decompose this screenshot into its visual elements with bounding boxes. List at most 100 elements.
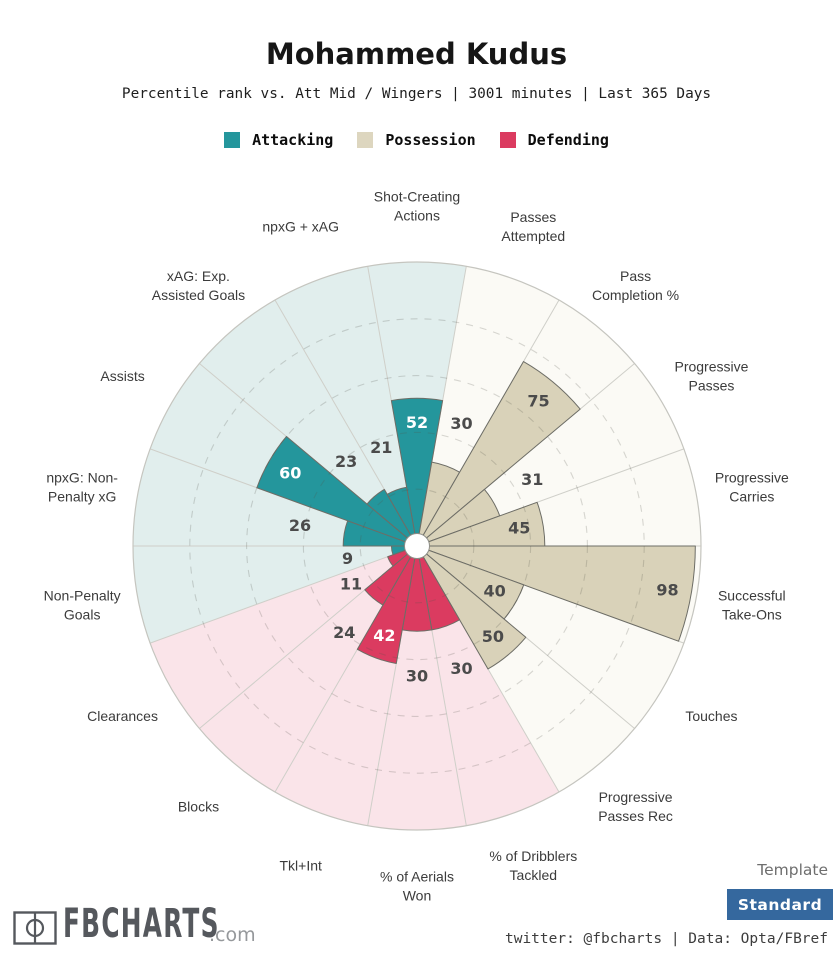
slice-label-pass-completion: Pass Completion %	[592, 268, 679, 303]
slice-wedges	[256, 361, 696, 670]
slice-label-assists: Assists	[100, 368, 144, 384]
legend-item-defending: Defending	[499, 131, 609, 149]
slice-label-line: Tackled	[510, 867, 557, 883]
slice-bg-npxg-non-penalty-xg	[133, 448, 417, 546]
slice-progressive-passes-rec	[416, 545, 527, 670]
slice-label-line: Goals	[64, 607, 101, 623]
slice-label-progressive-passes-rec: Progressive Passes Rec	[598, 789, 673, 824]
legend-label-defending: Defending	[527, 131, 609, 149]
slice-label-line: Progressive	[599, 789, 673, 805]
slice-label-line: Assisted Goals	[152, 287, 245, 303]
slice-bg-non-penalty-goals	[133, 546, 417, 644]
radial-line	[149, 545, 418, 644]
defending-swatch-icon	[499, 132, 516, 148]
slice-label-line: Won	[403, 888, 432, 904]
slice-value-clearances: 11	[340, 575, 362, 594]
slice-value-npxg-xag: 21	[370, 438, 392, 457]
grid-circles	[189, 318, 645, 774]
template-standard-button[interactable]: Standard	[727, 889, 833, 920]
slice-label-line: % of Aerials	[380, 869, 454, 885]
slice-label-line: Touches	[685, 708, 737, 724]
slice-label-shot-creating-actions: Shot-Creating Actions	[374, 189, 460, 224]
slice-value-assists: 60	[279, 463, 301, 482]
slice-label-line: Successful	[718, 588, 786, 604]
slice-label-line: Actions	[394, 208, 440, 224]
slice-label-line: Blocks	[178, 799, 219, 815]
slice-label-line: Assists	[100, 368, 144, 384]
slice-bg-blocks	[199, 546, 417, 792]
outer-circle	[132, 261, 702, 831]
slice-label-line: npxG: Non-	[46, 470, 118, 486]
football-pitch-icon	[13, 911, 57, 945]
grid-circle-40	[302, 431, 532, 661]
slice-label-line: Carries	[729, 489, 774, 505]
slice-label-line: Penalty xG	[48, 489, 116, 505]
slice-label-line: Passes Rec	[598, 808, 673, 824]
slice-label-line: Passes	[688, 378, 734, 394]
slice-value-progressive-passes-rec: 50	[482, 627, 504, 646]
legend-item-attacking: Attacking	[224, 132, 333, 148]
center-hole	[404, 533, 430, 559]
slice-npxg-xag	[386, 486, 418, 547]
slice-label-xag-exp-assisted-goals: xAG: Exp. Assisted Goals	[152, 268, 245, 303]
slice-label-line: Passes	[510, 209, 556, 225]
slice-value-progressive-carries: 45	[508, 518, 530, 537]
chart-legend: Attacking Possession Defending	[0, 132, 833, 148]
slice-value-xag-exp-assisted-goals: 23	[335, 452, 357, 471]
pizza-chart: 52 307531459840503030422411926602321Shot-…	[44, 189, 789, 904]
slice-blocks	[364, 545, 418, 606]
slice-shot-creating-actions	[390, 397, 444, 547]
slice-value-of-dribblers-tackled: 30	[450, 659, 472, 678]
slice-label-blocks: Blocks	[178, 799, 219, 815]
slice-value-of-aerials-won: 30	[406, 667, 428, 686]
slice-label-npxg-non-penalty-xg: npxG: Non- Penalty xG	[46, 470, 118, 505]
slice-label-line: Non-Penalty	[44, 588, 121, 604]
slice-value-tkl-int: 42	[373, 626, 395, 645]
slice-bg-of-aerials-won	[367, 546, 467, 831]
slice-label-touches: Touches	[685, 708, 737, 724]
legend-item-possession: Possession	[357, 132, 476, 148]
page-title: Mohammed Kudus	[265, 37, 568, 71]
slice-label-of-dribblers-tackled: % of Dribblers Tackled	[489, 848, 577, 883]
slice-tkl-int	[356, 545, 418, 664]
slice-successful-take-ons	[416, 545, 696, 642]
slice-label-passes-attempted: Passes Attempted	[501, 209, 565, 244]
fbcharts-logo: FBCHARTS .com	[13, 903, 293, 953]
outer-ring	[132, 261, 702, 831]
slice-label-progressive-passes: Progressive Passes	[674, 359, 748, 394]
slice-value-npxg-non-penalty-xg: 26	[289, 516, 311, 535]
slice-value-successful-take-ons: 98	[656, 581, 678, 600]
slice-label-of-aerials-won: % of Aerials Won	[380, 869, 454, 904]
slice-label-line: Pass	[620, 268, 651, 284]
slice-pass-completion	[416, 361, 581, 547]
slice-value-blocks: 24	[333, 623, 355, 642]
slice-label-line: Completion %	[592, 287, 679, 303]
logo-domain-suffix: .com	[209, 924, 256, 946]
slice-label-line: Clearances	[87, 708, 158, 724]
slice-value-progressive-passes: 31	[521, 470, 543, 489]
slice-label-line: Shot-Creating	[374, 189, 460, 205]
slice-label-npxg-xag: npxG + xAG	[262, 219, 339, 235]
slice-value-passes-attempted: 30	[450, 414, 472, 433]
slice-label-line: Progressive	[674, 359, 748, 375]
slice-xag-exp-assisted-goals	[366, 488, 418, 547]
logo-wordmark: FBCHARTS	[63, 901, 220, 947]
attacking-swatch-icon	[224, 132, 241, 148]
template-label: Template	[757, 861, 828, 879]
slice-label-successful-take-ons: Successful Take-Ons	[718, 588, 786, 623]
legend-label-attacking: Attacking	[252, 131, 334, 149]
grid-circle-60	[246, 375, 588, 717]
grid-circle-80	[189, 318, 645, 774]
slice-value-non-penalty-goals: 9	[342, 549, 353, 568]
slice-label-non-penalty-goals: Non-Penalty Goals	[44, 588, 121, 623]
grid-circle-20	[359, 488, 475, 604]
credit-line: twitter: @fbcharts | Data: Opta/FBref	[504, 931, 828, 947]
slice-value-shot-creating-actions: 52	[406, 413, 428, 432]
slice-value-touches: 40	[483, 581, 505, 600]
slice-label-line: Take-Ons	[722, 607, 782, 623]
slice-label-line: npxG + xAG	[262, 219, 339, 235]
slice-bg-npxg-xag	[275, 266, 417, 546]
slice-label-progressive-carries: Progressive Carries	[715, 470, 789, 505]
page-subtitle: Percentile rank vs. Att Mid / Wingers | …	[121, 86, 712, 102]
